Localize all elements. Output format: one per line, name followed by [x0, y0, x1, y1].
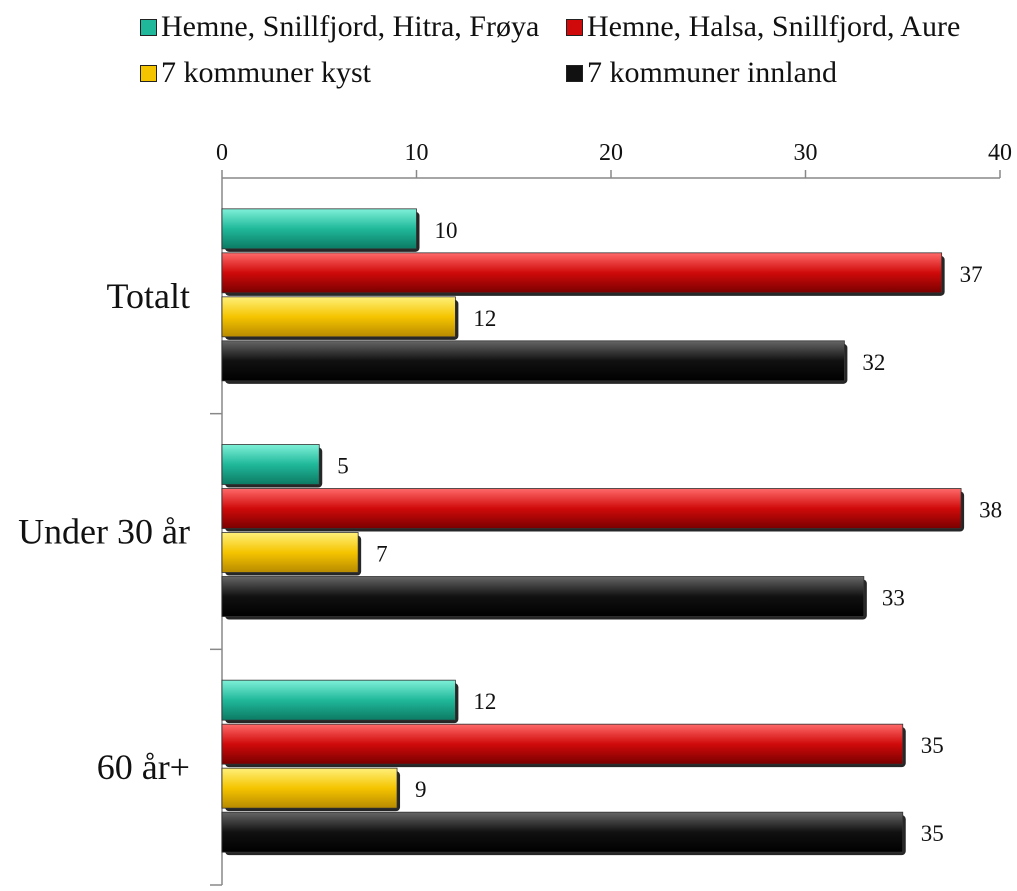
bar: [221, 488, 962, 529]
data-label: 12: [473, 306, 496, 331]
legend-item: 7 kommuner innland: [566, 56, 837, 90]
data-label: 32: [862, 350, 885, 375]
bar: [221, 811, 904, 853]
data-label: 33: [882, 586, 905, 611]
bar: [221, 340, 845, 382]
bar: [221, 723, 904, 765]
legend-swatch-black: [566, 64, 583, 82]
x-tick-label: 20: [599, 140, 623, 166]
data-label: 37: [960, 262, 983, 287]
data-label: 9: [415, 777, 427, 802]
bar: [221, 679, 456, 721]
data-label: 35: [921, 821, 944, 846]
data-label: 5: [337, 454, 349, 479]
x-tick-label: 10: [405, 140, 429, 166]
legend-label: 7 kommuner innland: [587, 56, 837, 89]
legend-label: Hemne, Snillfjord, Hitra, Frøya: [161, 10, 540, 43]
legend-swatch-red: [566, 18, 583, 36]
legend-label: Hemne, Halsa, Snillfjord, Aure: [587, 10, 961, 43]
legend-label: 7 kommuner kyst: [161, 56, 371, 89]
bar: [221, 767, 398, 809]
bar: [221, 252, 943, 294]
x-tick-label: 40: [988, 140, 1012, 166]
legend-item: Hemne, Snillfjord, Hitra, Frøya: [140, 10, 539, 44]
legend: Hemne, Snillfjord, Hitra, Frøya Hemne, H…: [0, 0, 1017, 110]
data-label: 35: [921, 733, 944, 758]
bar: [221, 576, 865, 617]
legend-swatch-yellow: [140, 64, 157, 82]
legend-swatch-teal: [140, 18, 157, 36]
legend-item: 7 kommuner kyst: [140, 56, 371, 90]
bar: [221, 532, 359, 573]
data-label: 12: [473, 689, 496, 714]
x-tick-label: 30: [794, 140, 818, 166]
category-label: Under 30 år: [18, 512, 190, 552]
bar: [221, 208, 417, 250]
data-label: 7: [376, 542, 388, 567]
bar: [221, 296, 456, 338]
data-label: 38: [979, 498, 1002, 523]
bar: [221, 444, 320, 485]
legend-item: Hemne, Halsa, Snillfjord, Aure: [566, 10, 960, 44]
x-tick-label: 0: [216, 140, 228, 166]
category-label: 60 år+: [97, 747, 190, 787]
data-label: 10: [435, 218, 458, 243]
category-label: Totalt: [107, 276, 190, 316]
